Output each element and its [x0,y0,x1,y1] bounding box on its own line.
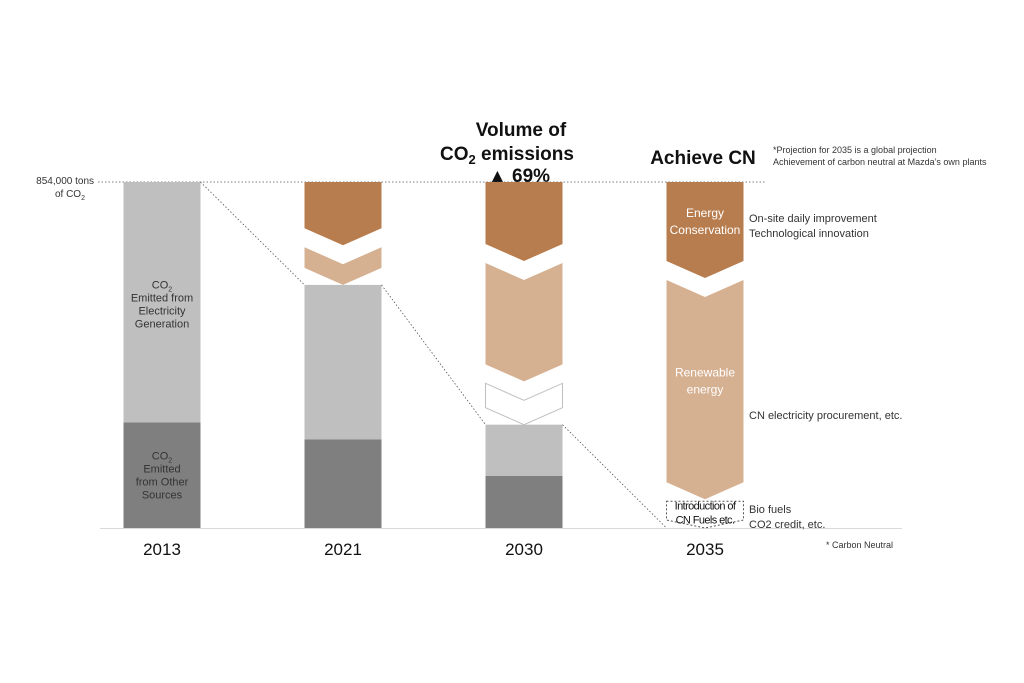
series-label-other-line3: from Other [136,477,189,489]
reduction-label-renewable-line2: energy [687,383,724,397]
projection-note-line1: *Projection for 2035 is a global project… [773,145,937,155]
connector-line-3 [562,424,667,529]
reduction-renewable-2030 [485,263,563,382]
series-label-other-line4: Sources [142,490,183,502]
chart-title-line1: Volume of [476,120,567,141]
bar-2013-electricity [123,182,201,423]
reduction-energy-2030 [485,182,563,262]
reduction-renewable-2035 [666,280,744,500]
x-tick-label-2030: 2030 [505,540,543,559]
series-label-other-line1: CO2 [152,451,173,465]
projection-note-line2: Achievement of carbon neutral at Mazda’s… [773,157,987,167]
series-label-electricity-line2: Emitted from [131,293,193,305]
achieve-cn-label: Achieve CN [650,148,756,169]
reduction-label-renewable-line1: Renewable [675,366,735,380]
series-label-electricity-line4: Generation [135,319,189,331]
reduction-energy-2021 [304,182,382,246]
chart-title-line2: CO2 emissions [440,144,574,167]
chart-title-line3: ▲ 69% [488,166,550,187]
bar-2021-other-sources [304,439,382,528]
baseline-label-line2: of CO2 [55,189,85,202]
measure-renewable-line1: CN electricity procurement, etc. [749,410,902,422]
x-tick-label-2021: 2021 [324,540,362,559]
reduction-label-fuels-line2: CN Fuels etc. [676,515,735,527]
series-label-subscript: 2 [168,287,172,294]
footnote: * Carbon Neutral [826,540,893,550]
x-tick-label-2035: 2035 [686,540,724,559]
title-sub: 2 [469,152,476,167]
series-label-other-line2: Emitted [143,464,180,476]
reduction-label-fuels-line1: Introduction of [675,501,737,513]
title-co: CO [440,144,469,165]
x-tick-label-2013: 2013 [143,540,181,559]
reduction-label-energy-line1: Energy [686,206,724,220]
reduction-energy-2035 [666,182,744,279]
connector-line-1 [200,181,305,286]
title-rest: emissions [476,144,574,165]
measure-fuels-line2: CO2 credit, etc. [749,519,825,531]
baseline-label-of-co: of CO [55,189,81,200]
bar-2013-other-sources [123,422,201,528]
measure-fuels-line1: Bio fuels [749,504,792,516]
reduction-fuels-2035 [666,500,744,529]
series-label-subscript: 2 [168,458,172,465]
series-label-electricity-line1: CO2 [152,280,173,294]
bar-2030-electricity [485,424,563,476]
series-label-electricity-line3: Electricity [138,306,186,318]
reduction-renewable-2021 [304,247,382,285]
baseline-label-sub: 2 [81,195,85,202]
measure-energy-line1: On-site daily improvement [749,213,877,225]
measure-energy-line2: Technological innovation [749,228,869,240]
baseline-label-line1: 854,000 tons [36,176,94,187]
reduction-label-energy-line2: Conservation [670,223,741,237]
reduction-outlined-2030 [485,382,563,426]
bar-2030-other-sources [485,475,563,528]
bar-2021-electricity [304,284,382,440]
connector-line-2 [381,284,486,425]
